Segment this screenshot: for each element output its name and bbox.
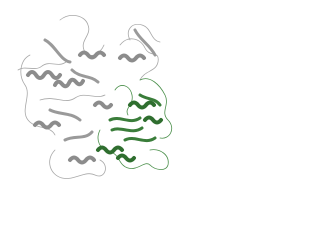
loop — [17, 61, 67, 71]
helix — [78, 50, 106, 60]
helix — [116, 153, 136, 163]
loop — [139, 78, 173, 139]
helix — [128, 100, 156, 110]
loop — [149, 149, 169, 170]
green-chain — [96, 78, 173, 170]
strand — [110, 126, 144, 133]
background — [0, 0, 200, 200]
loop — [127, 23, 161, 43]
strand — [133, 28, 157, 57]
strand — [108, 116, 142, 123]
loop — [114, 85, 133, 116]
strand — [138, 93, 162, 107]
helix — [96, 145, 124, 155]
strand — [70, 68, 100, 84]
helix — [118, 53, 146, 63]
helix — [143, 115, 163, 125]
strand — [43, 38, 72, 64]
loop — [49, 149, 106, 179]
helix — [26, 70, 62, 80]
strand — [48, 108, 82, 122]
strand — [123, 136, 157, 143]
gray-chains — [17, 15, 161, 179]
strand — [63, 130, 94, 142]
helix — [93, 100, 113, 110]
loop — [39, 94, 106, 101]
protein-structure — [0, 0, 200, 200]
page: (() => { const data = JSON.parse(documen… — [0, 0, 200, 200]
helix — [68, 155, 96, 165]
helix — [53, 77, 85, 89]
helix — [33, 120, 61, 130]
